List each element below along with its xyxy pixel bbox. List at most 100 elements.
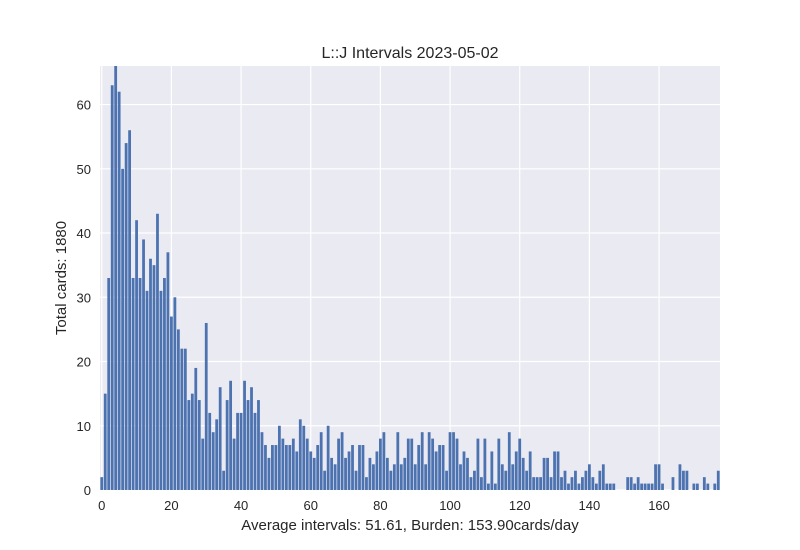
bar-interval-173: [702, 477, 706, 490]
bar-interval-78: [372, 464, 375, 490]
bar-interval-0: [100, 477, 104, 490]
bar-interval-30: [204, 322, 208, 490]
bar-interval-105: [466, 457, 469, 490]
bar-interval-64: [323, 470, 327, 490]
bar-interval-43: [250, 387, 253, 490]
bar-interval-123: [528, 451, 532, 490]
bar-interval-28: [197, 400, 201, 490]
bar-interval-14: [149, 258, 152, 490]
bar-interval-54: [288, 445, 292, 490]
bar-interval-9: [131, 278, 135, 490]
bar-interval-12: [142, 239, 145, 490]
bar-interval-147: [612, 483, 616, 490]
bar-interval-36: [225, 400, 229, 490]
bar-interval-23: [180, 348, 184, 490]
bar-interval-153: [633, 483, 637, 490]
bar-interval-52: [281, 438, 285, 490]
bar-interval-47: [264, 445, 267, 490]
bar-interval-97: [438, 445, 441, 490]
bar-interval-100: [448, 432, 452, 490]
bar-interval-146: [608, 483, 612, 490]
x-axis-ticks: 0 20 40 60 80 100 120 140 160: [98, 498, 670, 513]
bar-interval-55: [291, 438, 295, 490]
bar-interval-79: [375, 451, 379, 490]
bar-interval-109: [480, 477, 483, 490]
x-tick-label: 60: [303, 498, 317, 513]
bar-interval-38: [232, 438, 236, 490]
bar-interval-48: [267, 457, 271, 490]
bar-interval-40: [239, 412, 243, 490]
x-tick-label: 100: [439, 498, 461, 513]
bar-interval-83: [389, 470, 393, 490]
bar-interval-19: [166, 252, 170, 490]
bar-interval-45: [257, 400, 260, 490]
bar-interval-68: [337, 438, 340, 490]
bar-interval-31: [208, 412, 212, 490]
bar-interval-120: [518, 438, 522, 490]
bar-interval-155: [640, 483, 644, 490]
bar-interval-63: [319, 432, 323, 490]
bar-interval-91: [417, 445, 421, 490]
bar-interval-3: [110, 85, 114, 491]
bar-interval-33: [215, 419, 219, 490]
bar-interval-18: [163, 278, 166, 490]
bar-interval-174: [706, 483, 710, 490]
bar-interval-76: [365, 477, 368, 490]
bar-interval-66: [330, 457, 334, 490]
bar-interval-8: [128, 130, 131, 491]
bar-interval-81: [382, 432, 386, 490]
bar-interval-56: [295, 451, 299, 490]
bar-interval-119: [514, 451, 518, 490]
bar-interval-126: [539, 477, 543, 490]
bar-interval-115: [500, 464, 504, 490]
bar-interval-59: [305, 438, 309, 490]
x-tick-label: 160: [648, 498, 670, 513]
bar-interval-116: [504, 470, 508, 490]
bar-interval-171: [695, 483, 699, 490]
bar-interval-46: [260, 432, 264, 490]
y-axis-ticks: 0 10 20 30 40 50 60: [77, 98, 91, 498]
bar-interval-37: [229, 380, 233, 490]
bar-interval-142: [594, 483, 598, 490]
bar-interval-140: [587, 464, 591, 490]
bar-interval-104: [462, 451, 466, 490]
x-tick-label: 0: [98, 498, 105, 513]
bar-interval-106: [469, 477, 473, 490]
bar-interval-95: [431, 438, 435, 490]
bar-interval-65: [326, 425, 330, 490]
bar-interval-1: [103, 393, 107, 490]
bar-interval-17: [159, 290, 163, 490]
bar-interval-99: [445, 470, 448, 490]
bar-interval-129: [549, 477, 553, 490]
bar-interval-168: [685, 470, 689, 490]
bar-interval-130: [553, 451, 556, 490]
bar-interval-71: [347, 451, 351, 490]
bar-interval-176: [713, 483, 717, 490]
bar-interval-166: [678, 464, 682, 490]
y-tick-label: 10: [77, 419, 91, 434]
bar-interval-131: [556, 451, 560, 490]
bar-interval-134: [567, 483, 570, 490]
bar-interval-13: [145, 290, 149, 490]
bar-interval-93: [424, 464, 428, 490]
bar-interval-88: [406, 438, 410, 490]
bar-interval-152: [629, 477, 633, 490]
bar-interval-141: [591, 477, 595, 490]
bar-interval-114: [497, 438, 501, 490]
bar-interval-125: [535, 477, 539, 490]
y-tick-label: 50: [77, 162, 91, 177]
x-axis-label: Average intervals: 51.61, Burden: 153.90…: [241, 517, 579, 534]
bar-interval-84: [392, 464, 396, 490]
bar-interval-164: [671, 477, 675, 490]
bar-interval-16: [156, 213, 159, 490]
bar-interval-11: [138, 278, 142, 490]
bar-interval-94: [427, 432, 431, 490]
bar-interval-90: [413, 464, 417, 490]
bar-interval-5: [117, 91, 121, 490]
plot-background: [100, 66, 720, 490]
bar-interval-58: [302, 425, 306, 490]
bar-interval-35: [222, 470, 226, 490]
bar-interval-111: [486, 483, 490, 490]
x-tick-label: 120: [509, 498, 531, 513]
